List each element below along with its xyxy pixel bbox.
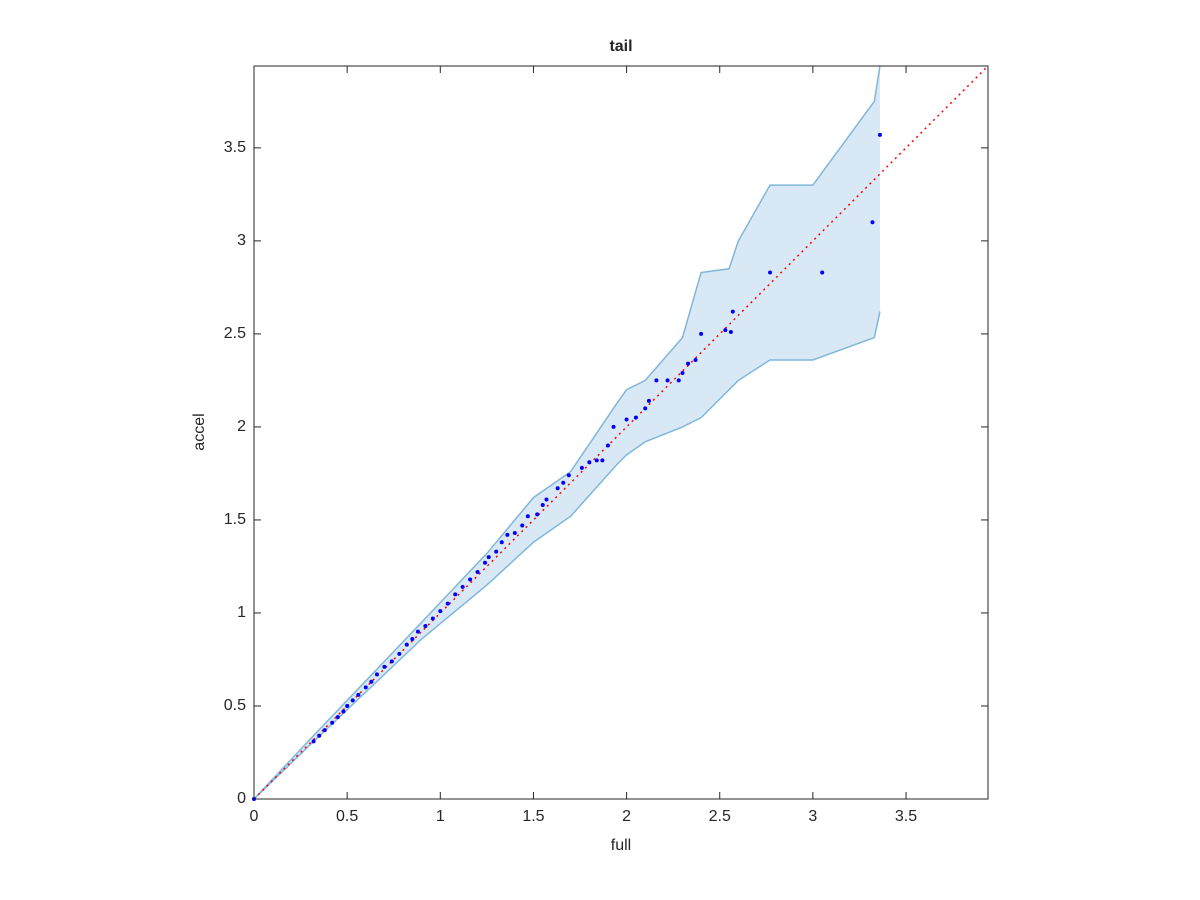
point bbox=[768, 270, 773, 275]
point bbox=[423, 623, 428, 628]
point bbox=[369, 679, 374, 684]
point bbox=[317, 733, 322, 738]
point bbox=[561, 480, 566, 485]
point bbox=[389, 659, 394, 664]
band-edge bbox=[253, 311, 881, 800]
x-tick-label: 0.5 bbox=[336, 808, 358, 825]
x-tick-label: 2.5 bbox=[709, 808, 731, 825]
point bbox=[587, 460, 592, 465]
point bbox=[520, 523, 525, 528]
x-tick-label: 3 bbox=[808, 808, 817, 825]
point bbox=[322, 728, 327, 733]
point bbox=[382, 664, 387, 669]
point bbox=[676, 378, 681, 383]
y-tick-label: 0.5 bbox=[224, 697, 246, 714]
point bbox=[356, 692, 361, 697]
point bbox=[499, 540, 504, 545]
point bbox=[654, 378, 659, 383]
chart-title: tail bbox=[609, 38, 632, 55]
x-tick-label: 2 bbox=[622, 808, 631, 825]
point bbox=[633, 415, 638, 420]
y-tick-label: 1 bbox=[237, 604, 246, 621]
point bbox=[486, 555, 491, 560]
point bbox=[468, 577, 473, 582]
point bbox=[330, 720, 335, 725]
point bbox=[600, 458, 605, 463]
point bbox=[311, 739, 316, 744]
y-axis-label: accel bbox=[191, 413, 208, 450]
point bbox=[341, 709, 346, 714]
point bbox=[686, 361, 691, 366]
x-axis-label: full bbox=[611, 837, 631, 854]
x-tick-label: 3.5 bbox=[895, 808, 917, 825]
point bbox=[415, 629, 420, 634]
point bbox=[594, 458, 599, 463]
point bbox=[397, 651, 402, 656]
point bbox=[494, 549, 499, 554]
point bbox=[363, 685, 368, 690]
y-tick-label: 1.5 bbox=[224, 511, 246, 528]
point bbox=[579, 465, 584, 470]
point bbox=[680, 370, 685, 375]
point bbox=[512, 530, 517, 535]
point bbox=[870, 220, 875, 225]
point bbox=[505, 532, 510, 537]
y-tick-label: 3 bbox=[237, 232, 246, 249]
point bbox=[350, 698, 355, 703]
point bbox=[335, 715, 340, 720]
point bbox=[544, 497, 549, 502]
point bbox=[728, 330, 733, 335]
point bbox=[445, 601, 450, 606]
point bbox=[555, 486, 560, 491]
point bbox=[345, 703, 350, 708]
y-tick-label: 3.5 bbox=[224, 139, 246, 156]
point bbox=[540, 503, 545, 508]
point bbox=[611, 424, 616, 429]
point bbox=[525, 514, 530, 519]
point bbox=[483, 560, 488, 565]
point bbox=[535, 512, 540, 517]
point bbox=[693, 357, 698, 362]
point bbox=[430, 616, 435, 621]
point bbox=[646, 398, 651, 403]
point bbox=[877, 132, 882, 137]
point bbox=[404, 642, 409, 647]
point bbox=[820, 270, 825, 275]
x-tick-label: 1 bbox=[436, 808, 445, 825]
point bbox=[665, 378, 670, 383]
y-tick-label: 0 bbox=[237, 790, 246, 807]
axes-box bbox=[253, 65, 989, 800]
point bbox=[730, 309, 735, 314]
point bbox=[374, 672, 379, 677]
point bbox=[605, 443, 610, 448]
point bbox=[453, 592, 458, 597]
x-tick-label: 1.5 bbox=[522, 808, 544, 825]
point bbox=[643, 406, 648, 411]
y-tick-label: 2.5 bbox=[224, 325, 246, 342]
point bbox=[410, 637, 415, 642]
band-edge bbox=[253, 65, 881, 800]
y-tick-label: 2 bbox=[237, 418, 246, 435]
reference-line bbox=[253, 65, 989, 800]
point bbox=[475, 570, 480, 575]
point bbox=[699, 331, 704, 336]
point bbox=[438, 609, 443, 614]
x-tick-label: 0 bbox=[250, 808, 259, 825]
point bbox=[460, 584, 465, 589]
point bbox=[723, 328, 728, 333]
point bbox=[624, 417, 629, 422]
point bbox=[566, 473, 571, 478]
